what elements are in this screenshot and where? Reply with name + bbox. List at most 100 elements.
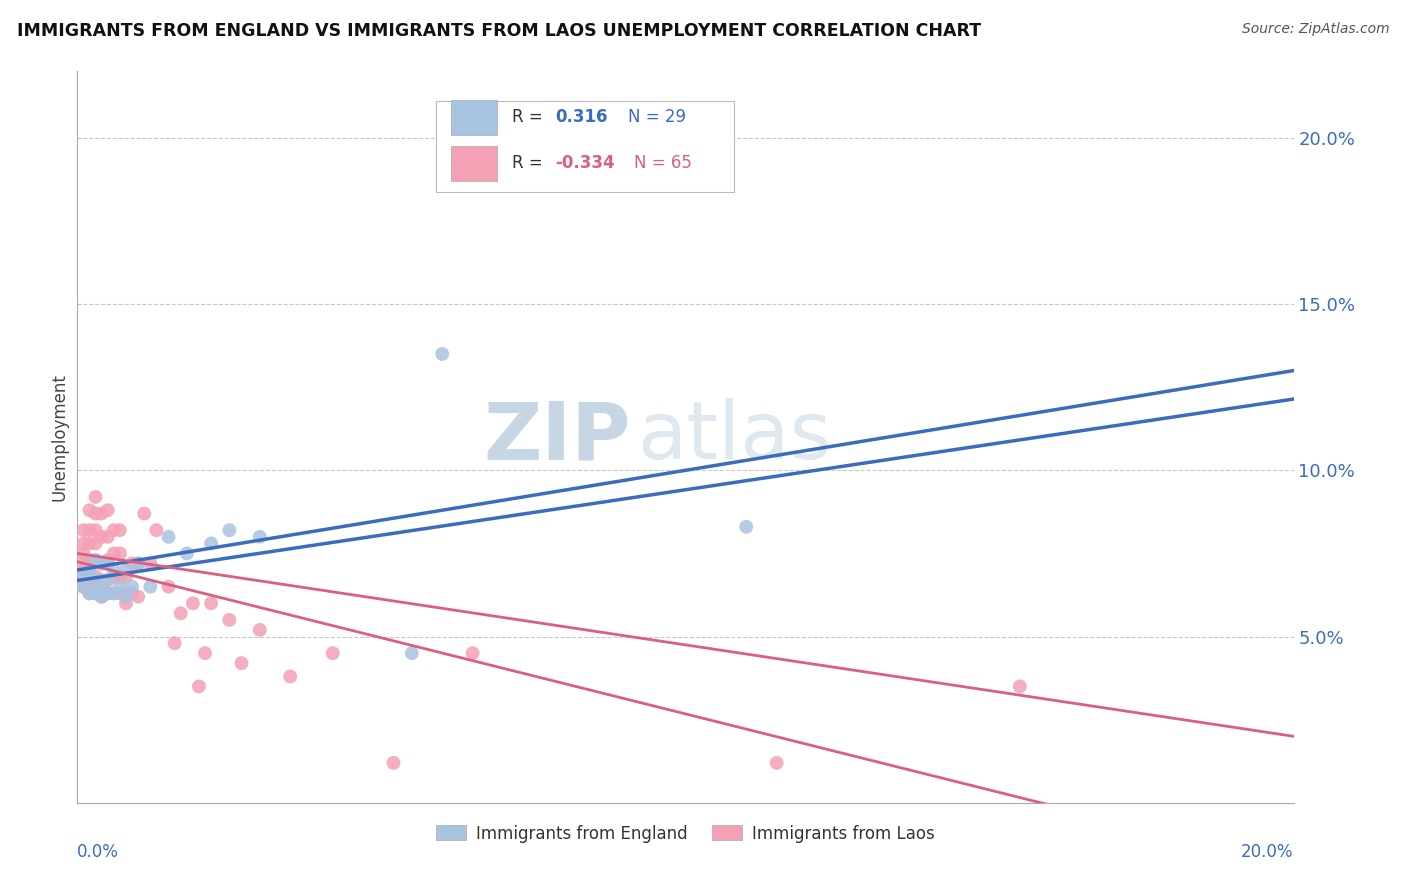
Point xyxy=(84,573,107,587)
Point xyxy=(72,557,94,571)
Point xyxy=(163,636,186,650)
Point xyxy=(90,590,112,604)
Point xyxy=(97,530,120,544)
Point xyxy=(200,536,222,550)
Point xyxy=(90,557,112,571)
Point xyxy=(157,530,180,544)
Text: ZIP: ZIP xyxy=(484,398,631,476)
Point xyxy=(322,646,344,660)
Point xyxy=(735,520,758,534)
Point xyxy=(108,546,131,560)
Point xyxy=(90,573,112,587)
Point xyxy=(79,586,101,600)
Y-axis label: Unemployment: Unemployment xyxy=(51,373,69,501)
Point xyxy=(97,503,120,517)
Point xyxy=(72,580,94,594)
Text: IMMIGRANTS FROM ENGLAND VS IMMIGRANTS FROM LAOS UNEMPLOYMENT CORRELATION CHART: IMMIGRANTS FROM ENGLAND VS IMMIGRANTS FR… xyxy=(17,22,981,40)
FancyBboxPatch shape xyxy=(451,145,496,181)
Point xyxy=(115,590,138,604)
Point xyxy=(103,586,125,600)
Point xyxy=(170,607,193,621)
Point xyxy=(121,557,143,571)
Point xyxy=(79,586,101,600)
Point xyxy=(72,563,94,577)
Point xyxy=(157,580,180,594)
Text: atlas: atlas xyxy=(637,398,831,476)
Point xyxy=(84,570,107,584)
Point xyxy=(401,646,423,660)
Legend: Immigrants from England, Immigrants from Laos: Immigrants from England, Immigrants from… xyxy=(429,818,942,849)
Point xyxy=(90,507,112,521)
Point xyxy=(134,507,156,521)
Point xyxy=(72,573,94,587)
Text: N = 29: N = 29 xyxy=(628,109,686,127)
Point xyxy=(84,580,107,594)
Point xyxy=(79,523,101,537)
Point xyxy=(108,570,131,584)
Point xyxy=(97,573,120,587)
Point xyxy=(121,586,143,600)
Point xyxy=(103,570,125,584)
Point xyxy=(430,347,453,361)
Point xyxy=(103,586,125,600)
Point xyxy=(249,530,271,544)
Point xyxy=(278,669,301,683)
Point xyxy=(79,563,101,577)
Point xyxy=(188,680,211,694)
Text: N = 65: N = 65 xyxy=(634,154,692,172)
Point xyxy=(194,646,217,660)
Point xyxy=(176,546,198,560)
Point xyxy=(1008,680,1031,694)
Point xyxy=(115,563,138,577)
Point xyxy=(108,580,131,594)
Point xyxy=(231,656,253,670)
Point xyxy=(84,507,107,521)
Point xyxy=(461,646,484,660)
Point xyxy=(97,586,120,600)
Point xyxy=(84,490,107,504)
Text: R =: R = xyxy=(512,109,543,127)
Point xyxy=(218,613,240,627)
Point xyxy=(79,563,101,577)
Point xyxy=(72,570,94,584)
Point xyxy=(127,557,149,571)
Point xyxy=(72,536,94,550)
Point xyxy=(108,586,131,600)
Point xyxy=(84,536,107,550)
Point xyxy=(115,596,138,610)
Point xyxy=(79,503,101,517)
Point xyxy=(84,553,107,567)
Point xyxy=(181,596,204,610)
Point xyxy=(139,557,162,571)
Point xyxy=(218,523,240,537)
Text: 0.0%: 0.0% xyxy=(77,843,120,861)
Point xyxy=(115,570,138,584)
FancyBboxPatch shape xyxy=(436,101,734,192)
Point xyxy=(79,536,101,550)
FancyBboxPatch shape xyxy=(451,100,496,135)
Point xyxy=(97,586,120,600)
Point xyxy=(249,623,271,637)
Point xyxy=(79,553,101,567)
Text: 0.316: 0.316 xyxy=(555,109,607,127)
Point xyxy=(84,586,107,600)
Point xyxy=(382,756,405,770)
Point xyxy=(90,557,112,571)
Point xyxy=(103,523,125,537)
Point xyxy=(139,580,162,594)
Point xyxy=(127,590,149,604)
Point xyxy=(145,523,167,537)
Point xyxy=(108,523,131,537)
Point xyxy=(103,563,125,577)
Point xyxy=(72,523,94,537)
Text: -0.334: -0.334 xyxy=(555,154,614,172)
Text: Source: ZipAtlas.com: Source: ZipAtlas.com xyxy=(1241,22,1389,37)
Point xyxy=(72,546,94,560)
Point xyxy=(97,553,120,567)
Point xyxy=(90,530,112,544)
Point xyxy=(97,573,120,587)
Point xyxy=(97,557,120,571)
Point xyxy=(90,580,112,594)
Point xyxy=(121,580,143,594)
Text: 20.0%: 20.0% xyxy=(1241,843,1294,861)
